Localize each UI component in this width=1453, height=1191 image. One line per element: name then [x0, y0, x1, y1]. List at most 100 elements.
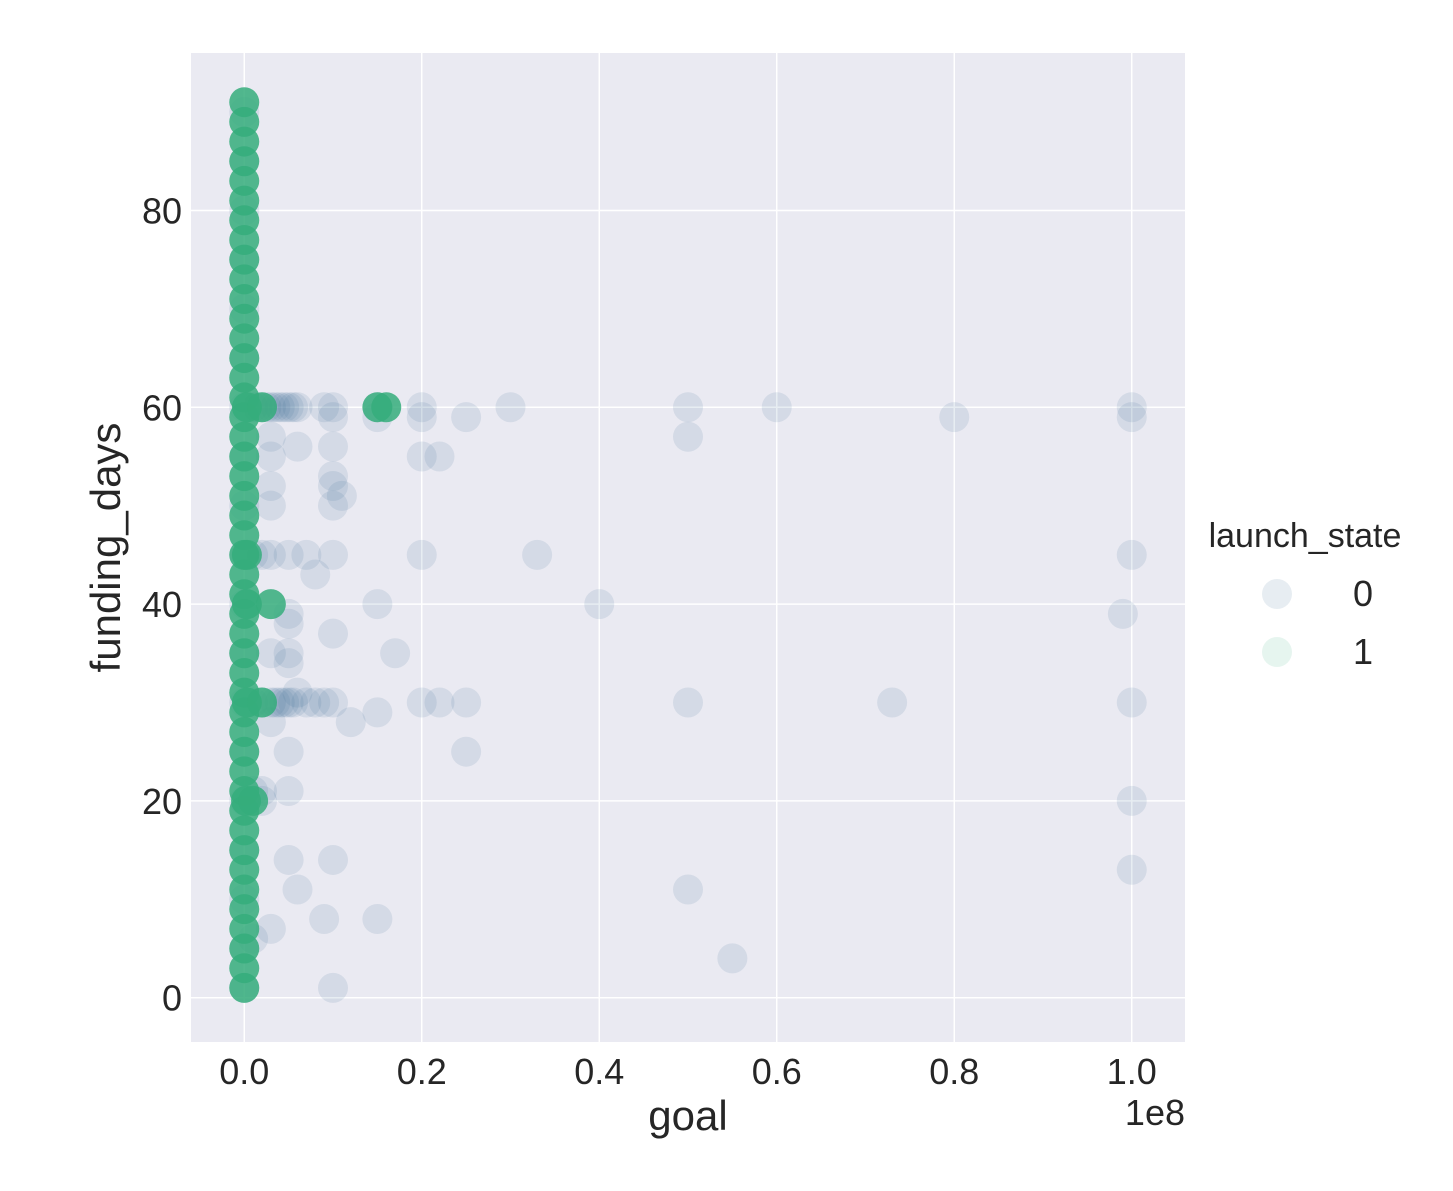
data-point-series-0 [255, 490, 286, 521]
data-point-series-1 [231, 589, 262, 620]
data-point-series-0 [326, 480, 357, 511]
x-tick-label: 0.2 [397, 1051, 447, 1092]
data-point-series-0 [278, 392, 309, 423]
x-tick-label: 0.4 [574, 1051, 624, 1092]
data-point-series-0 [318, 392, 348, 423]
data-point-series-0 [269, 392, 300, 423]
data-point-series-0 [673, 687, 703, 718]
data-point-series-0 [273, 648, 304, 679]
data-point-series-0 [255, 638, 286, 669]
data-point-series-0 [1116, 687, 1147, 718]
data-point-series-0 [291, 687, 322, 718]
data-point-series-0 [309, 392, 340, 423]
legend-label: 0 [1353, 573, 1373, 614]
legend: launch_state 0 1 [1209, 517, 1402, 672]
data-point-series-0 [300, 559, 331, 590]
data-point-series-0 [318, 431, 348, 462]
data-point-series-0 [282, 677, 313, 708]
data-point-series-0 [380, 638, 411, 669]
data-point-series-0 [318, 402, 348, 433]
x-tick-label: 0.0 [219, 1051, 269, 1092]
data-point-series-0 [255, 913, 286, 944]
legend-title: launch_state [1209, 517, 1402, 555]
plot-area-background [191, 53, 1185, 1042]
x-axis-offset-label: 1e8 [1125, 1092, 1185, 1133]
data-point-series-0 [273, 844, 304, 875]
data-point-series-0 [406, 392, 437, 423]
data-point-series-0 [318, 844, 348, 875]
data-point-series-0 [335, 707, 366, 738]
data-point-series-1 [231, 539, 262, 570]
data-point-series-0 [673, 874, 703, 905]
data-point-series-0 [761, 392, 792, 423]
data-point-series-0 [318, 618, 348, 649]
data-point-series-0 [522, 539, 553, 570]
tick-labels: 0.0 0.2 0.4 0.6 0.8 1.0 0 20 40 60 80 [142, 190, 1157, 1092]
data-point-series-0 [300, 687, 331, 718]
data-point-series-0 [273, 736, 304, 767]
data-point-series-0 [273, 392, 304, 423]
y-axis-label: funding_days [82, 423, 129, 673]
data-point-series-0 [495, 392, 526, 423]
data-point-series-0 [1116, 539, 1147, 570]
data-point-series-0 [673, 421, 703, 452]
data-point-series-0 [282, 431, 313, 462]
data-point-series-0 [255, 470, 286, 501]
data-point-series-0 [255, 441, 286, 472]
data-point-series-0 [318, 972, 348, 1003]
legend-marker [1262, 579, 1292, 609]
data-point-series-0 [273, 539, 304, 570]
data-point-series-0 [451, 687, 482, 718]
data-point-series-0 [451, 402, 482, 433]
x-tick-label: 1.0 [1107, 1051, 1157, 1092]
data-point-series-0 [318, 539, 348, 570]
legend-marker [1262, 637, 1292, 667]
data-point-series-0 [309, 903, 340, 934]
data-point-series-0 [717, 943, 748, 974]
data-point-series-0 [584, 589, 615, 620]
data-point-series-0 [282, 874, 313, 905]
data-point-series-0 [318, 687, 348, 718]
data-point-series-0 [318, 461, 348, 492]
data-point-series-1 [229, 87, 260, 118]
data-point-series-0 [255, 539, 286, 570]
gridlines [191, 53, 1185, 1042]
data-point-series-0 [362, 903, 393, 934]
data-point-series-0 [939, 402, 970, 433]
legend-label: 1 [1353, 631, 1373, 672]
data-points [229, 87, 1147, 1003]
data-point-series-0 [1116, 392, 1147, 423]
data-point-series-1 [247, 392, 277, 423]
data-point-series-1 [247, 687, 277, 718]
data-point-series-0 [1116, 854, 1147, 885]
data-point-series-0 [318, 490, 348, 521]
data-point-series-0 [406, 539, 437, 570]
data-point-series-0 [424, 687, 455, 718]
y-tick-label: 20 [142, 781, 182, 822]
data-point-series-0 [1107, 598, 1138, 629]
data-point-series-0 [877, 687, 908, 718]
y-tick-label: 60 [142, 387, 182, 428]
data-point-series-0 [424, 441, 455, 472]
data-point-series-1 [238, 785, 269, 816]
data-point-series-0 [673, 392, 703, 423]
data-point-series-0 [318, 470, 348, 501]
data-point-series-0 [273, 687, 304, 718]
data-point-series-1 [255, 589, 286, 620]
data-point-series-0 [362, 697, 393, 728]
x-tick-label: 0.6 [752, 1051, 802, 1092]
data-point-series-0 [1116, 402, 1147, 433]
data-point-series-0 [278, 687, 309, 718]
data-point-series-0 [1116, 785, 1147, 816]
data-point-series-0 [255, 421, 286, 452]
data-point-series-0 [291, 539, 322, 570]
data-point-series-0 [406, 687, 437, 718]
x-axis-label: goal [648, 1092, 727, 1139]
data-point-series-0 [273, 638, 304, 669]
data-point-series-0 [273, 776, 304, 807]
data-point-series-0 [309, 687, 340, 718]
data-point-series-0 [282, 392, 313, 423]
y-tick-label: 0 [162, 978, 182, 1019]
data-point-series-0 [451, 736, 482, 767]
